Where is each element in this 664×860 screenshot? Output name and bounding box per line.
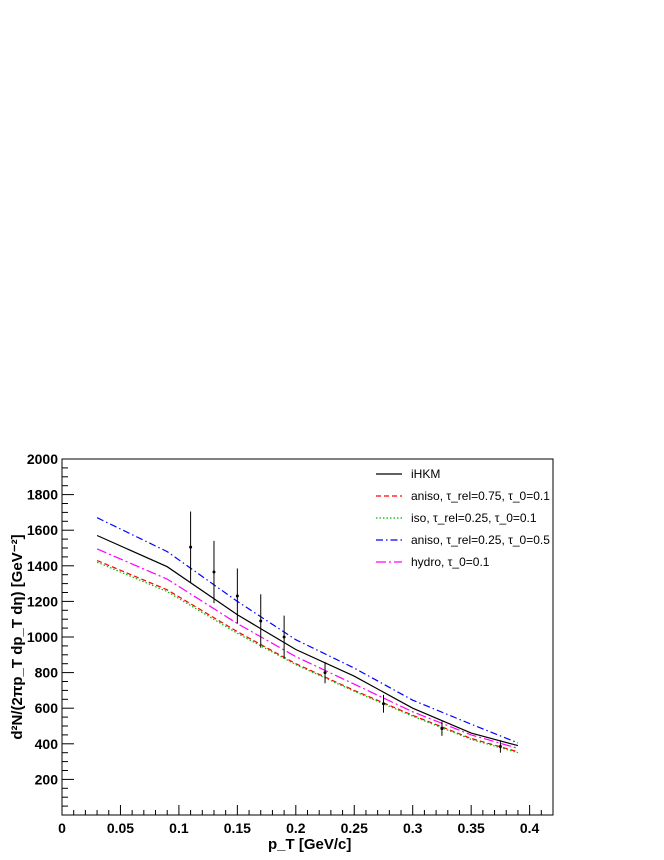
data-point [212,570,216,574]
legend-label: iHKM [411,467,440,481]
legend-label: aniso, τ_rel=0.75, τ_0=0.1 [411,489,550,503]
legend: iHKM aniso, τ_rel=0.75, τ_0=0.1 iso, τ_rel… [376,467,550,569]
legend-label: aniso, τ_rel=0.25, τ_0=0.5 [411,533,550,547]
data-point [235,594,239,598]
y-tick-label: 600 [35,700,59,716]
x-tick-label: 0.05 [107,820,134,836]
x-tick-label: 0 [58,820,66,836]
data-point [189,545,193,549]
legend-label: hydro, τ_0=0.1 [411,555,490,569]
series-line-2 [96,561,519,754]
x-tick-label: 0.4 [520,820,540,836]
x-tick-label: 0.25 [341,820,368,836]
x-axis-ticks: 0 0.05 0.1 0.15 0.2 0.25 0.3 0.35 0.4 [58,805,554,836]
y-tick-label: 1200 [27,593,58,609]
y-axis-ticks: 200 400 600 800 1000 1200 1400 1600 1800 2000 [27,451,74,816]
data-point [259,619,263,623]
y-tick-label: 400 [35,736,59,752]
series-line-4 [96,548,519,749]
x-tick-label: 0.2 [286,820,306,836]
data-point [323,671,327,675]
data-points-layer [189,511,502,753]
data-point [440,727,444,731]
y-tick-label: 800 [35,665,59,681]
x-tick-label: 0.35 [458,820,485,836]
legend-label: iso, τ_rel=0.25, τ_0=0.1 [411,511,537,525]
y-tick-label: 1000 [27,629,58,645]
y-tick-label: 1600 [27,522,58,538]
x-tick-label: 0.15 [224,820,251,836]
y-axis-title: d²N/(2πp_T dp_T dη) [GeV⁻²] [9,534,26,739]
series-line-3 [96,517,519,744]
data-point [381,702,385,706]
y-tick-label: 2000 [27,451,58,467]
data-point [498,744,502,748]
series-layer [96,517,519,754]
data-point [282,635,286,639]
y-tick-label: 200 [35,771,59,787]
x-tick-label: 0.3 [403,820,423,836]
y-tick-label: 1400 [27,558,58,574]
series-line-1 [96,559,519,753]
y-tick-label: 1800 [27,487,58,503]
x-axis-title: p_T [GeV/c] [268,836,351,853]
x-tick-label: 0.1 [169,820,189,836]
